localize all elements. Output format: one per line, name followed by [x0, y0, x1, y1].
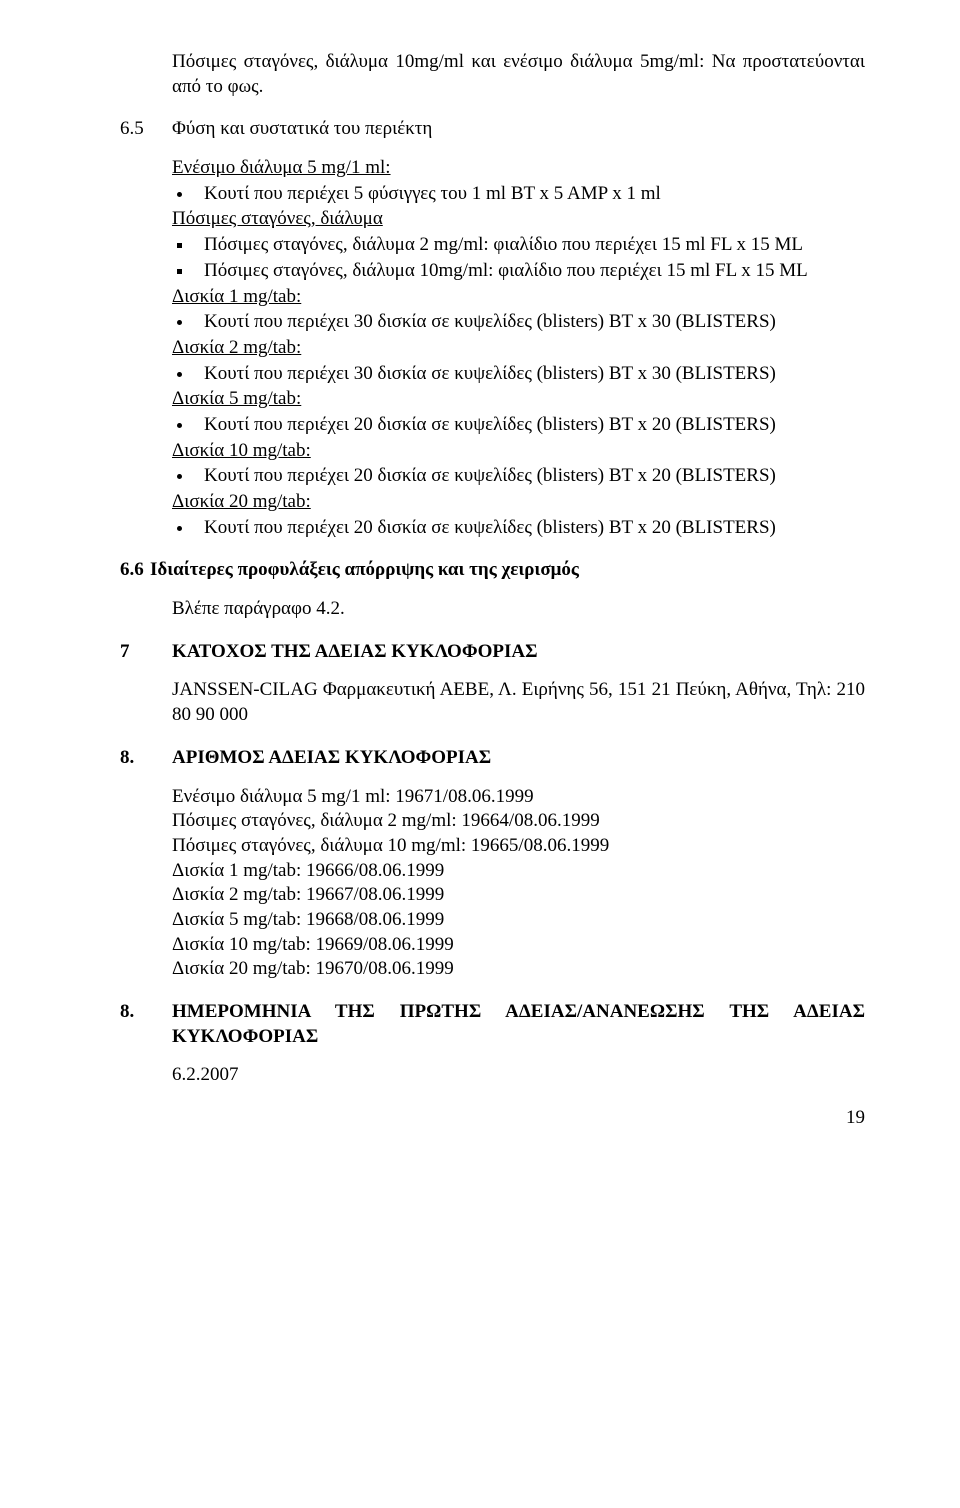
d2-list: Κουτί που περιέχει 30 δισκία σε κυψελίδε… [172, 362, 865, 387]
s8a-line-2: Πόσιμες σταγόνες, διάλυμα 10 mg/ml: 1966… [172, 834, 865, 859]
d10-list: Κουτί που περιέχει 20 δισκία σε κυψελίδε… [172, 464, 865, 489]
d5-heading: Δισκία 5 mg/tab: [172, 387, 865, 412]
s66-body: Βλέπε παράγραφο 4.2. [172, 597, 865, 622]
heading-num-6-6: 6.6 [120, 558, 150, 583]
section-8a-body: Ενέσιμο διάλυμα 5 mg/1 ml: 19671/08.06.1… [172, 785, 865, 983]
oral-item-1: Πόσιμες σταγόνες, διάλυμα 2 mg/ml: φιαλί… [194, 233, 865, 258]
s8a-line-7: Δισκία 20 mg/tab: 19670/08.06.1999 [172, 957, 865, 982]
section-7-body: JANSSEN-CILAG Φαρμακευτική ΑΕΒΕ, Λ. Ειρή… [172, 678, 865, 727]
d10-item: Κουτί που περιέχει 20 δισκία σε κυψελίδε… [194, 464, 865, 489]
s7-body: JANSSEN-CILAG Φαρμακευτική ΑΕΒΕ, Λ. Ειρή… [172, 678, 865, 727]
heading-text-8a: ΑΡΙΘΜΟΣ ΑΔΕΙΑΣ ΚΥΚΛΟΦΟΡΙΑΣ [172, 746, 491, 771]
page-number: 19 [120, 1106, 865, 1131]
heading-text-7: ΚΑΤΟΧΟΣ ΤΗΣ ΑΔΕΙΑΣ ΚΥΚΛΟΦΟΡΙΑΣ [172, 640, 538, 665]
section-7: 7 ΚΑΤΟΧΟΣ ΤΗΣ ΑΔΕΙΑΣ ΚΥΚΛΟΦΟΡΙΑΣ JANSSEN… [120, 640, 865, 728]
d20-item: Κουτί που περιέχει 20 δισκία σε κυψελίδε… [194, 516, 865, 541]
s8a-line-1: Πόσιμες σταγόνες, διάλυμα 2 mg/ml: 19664… [172, 809, 865, 834]
s8a-line-3: Δισκία 1 mg/tab: 19666/08.06.1999 [172, 859, 865, 884]
heading-num-8a: 8. [120, 746, 172, 771]
inj-list: Κουτί που περιέχει 5 φύσιγγες του 1 ml B… [172, 182, 865, 207]
oral-item-2: Πόσιμες σταγόνες, διάλυμα 10mg/ml: φιαλί… [194, 259, 865, 284]
section-8b: 8. ΗΜΕΡΟΜΗΝΙΑ ΤΗΣ ΠΡΩΤΗΣ ΑΔΕΙΑΣ/ΑΝΑΝΕΩΣΗ… [120, 1000, 865, 1088]
s8a-line-6: Δισκία 10 mg/tab: 19669/08.06.1999 [172, 933, 865, 958]
heading-6-5: 6.5 Φύση και συστατικά του περιέκτη [120, 117, 865, 142]
heading-text-8b: ΗΜΕΡΟΜΗΝΙΑ ΤΗΣ ΠΡΩΤΗΣ ΑΔΕΙΑΣ/ΑΝΑΝΕΩΣΗΣ Τ… [172, 1000, 865, 1049]
section-6-5: 6.5 Φύση και συστατικά του περιέκτη Ενέσ… [120, 117, 865, 540]
d1-list: Κουτί που περιέχει 30 δισκία σε κυψελίδε… [172, 310, 865, 335]
intro-block: Πόσιμες σταγόνες, διάλυμα 10mg/ml και εν… [172, 50, 865, 99]
inj-item: Κουτί που περιέχει 5 φύσιγγες του 1 ml B… [194, 182, 865, 207]
oral-heading: Πόσιμες σταγόνες, διάλυμα [172, 207, 865, 232]
heading-7: 7 ΚΑΤΟΧΟΣ ΤΗΣ ΑΔΕΙΑΣ ΚΥΚΛΟΦΟΡΙΑΣ [120, 640, 865, 665]
heading-6-6: 6.6 Ιδιαίτερες προφυλάξεις απόρριψης και… [120, 558, 865, 583]
inj-heading: Ενέσιμο διάλυμα 5 mg/1 ml: [172, 156, 865, 181]
heading-8b: 8. ΗΜΕΡΟΜΗΝΙΑ ΤΗΣ ΠΡΩΤΗΣ ΑΔΕΙΑΣ/ΑΝΑΝΕΩΣΗ… [120, 1000, 865, 1049]
s8b-body: 6.2.2007 [172, 1063, 865, 1088]
heading-num-8b: 8. [120, 1000, 172, 1049]
intro-text: Πόσιμες σταγόνες, διάλυμα 10mg/ml και εν… [172, 50, 865, 99]
section-6-5-body: Ενέσιμο διάλυμα 5 mg/1 ml: Κουτί που περ… [172, 156, 865, 540]
d2-item: Κουτί που περιέχει 30 δισκία σε κυψελίδε… [194, 362, 865, 387]
d5-item: Κουτί που περιέχει 20 δισκία σε κυψελίδε… [194, 413, 865, 438]
d10-heading: Δισκία 10 mg/tab: [172, 439, 865, 464]
d5-list: Κουτί που περιέχει 20 δισκία σε κυψελίδε… [172, 413, 865, 438]
section-6-6: 6.6 Ιδιαίτερες προφυλάξεις απόρριψης και… [120, 558, 865, 621]
section-8a: 8. ΑΡΙΘΜΟΣ ΑΔΕΙΑΣ ΚΥΚΛΟΦΟΡΙΑΣ Ενέσιμο δι… [120, 746, 865, 982]
heading-text-6-6: Ιδιαίτερες προφυλάξεις απόρριψης και της… [150, 558, 579, 583]
oral-list: Πόσιμες σταγόνες, διάλυμα 2 mg/ml: φιαλί… [172, 233, 865, 283]
section-6-6-body: Βλέπε παράγραφο 4.2. [172, 597, 865, 622]
d1-item: Κουτί που περιέχει 30 δισκία σε κυψελίδε… [194, 310, 865, 335]
d2-heading: Δισκία 2 mg/tab: [172, 336, 865, 361]
heading-num-6-5: 6.5 [120, 117, 172, 142]
s8a-line-5: Δισκία 5 mg/tab: 19668/08.06.1999 [172, 908, 865, 933]
heading-8a: 8. ΑΡΙΘΜΟΣ ΑΔΕΙΑΣ ΚΥΚΛΟΦΟΡΙΑΣ [120, 746, 865, 771]
s8a-line-4: Δισκία 2 mg/tab: 19667/08.06.1999 [172, 883, 865, 908]
heading-num-7: 7 [120, 640, 172, 665]
s8a-line-0: Ενέσιμο διάλυμα 5 mg/1 ml: 19671/08.06.1… [172, 785, 865, 810]
d1-heading: Δισκία 1 mg/tab: [172, 285, 865, 310]
heading-text-6-5: Φύση και συστατικά του περιέκτη [172, 117, 432, 142]
d20-list: Κουτί που περιέχει 20 δισκία σε κυψελίδε… [172, 516, 865, 541]
section-8b-body: 6.2.2007 [172, 1063, 865, 1088]
d20-heading: Δισκία 20 mg/tab: [172, 490, 865, 515]
